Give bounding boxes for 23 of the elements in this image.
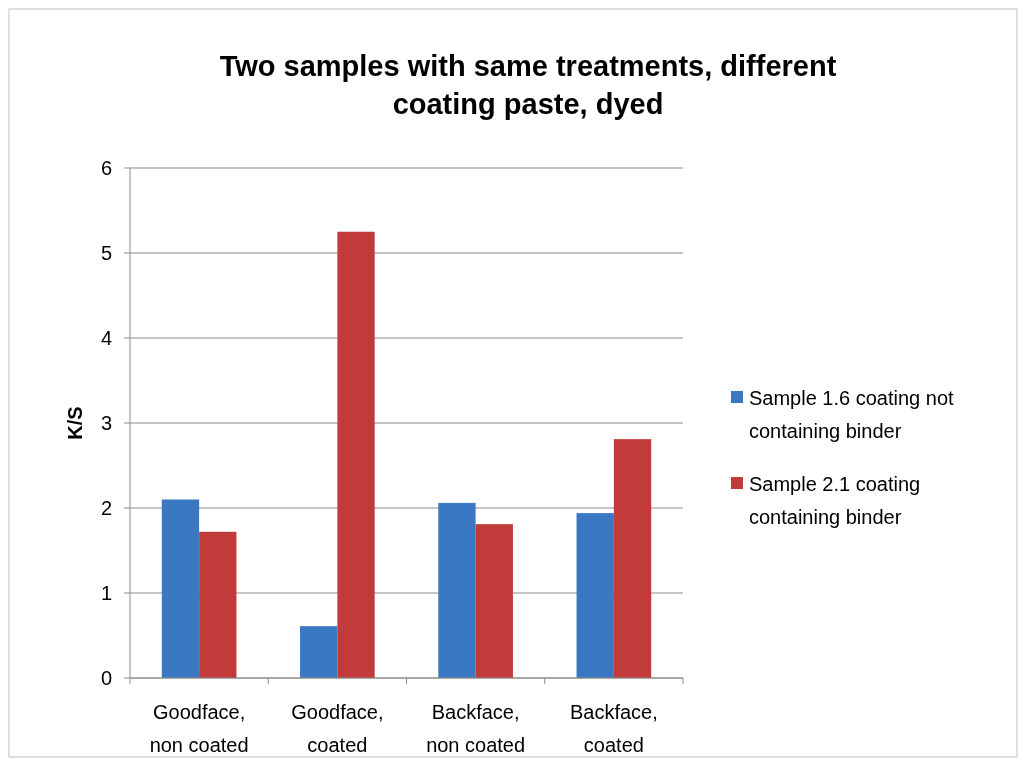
y-tick-label: 1 xyxy=(100,582,112,604)
x-tick-label: Goodface, coated xyxy=(291,701,384,756)
y-tick-label: 4 xyxy=(100,327,112,349)
x-tick-label: Backface, coated xyxy=(569,701,658,756)
x-tick-label: Backface, non coated xyxy=(426,701,526,756)
y-axis-title: K/S xyxy=(64,406,86,440)
y-tick-label: 5 xyxy=(100,242,112,264)
bar xyxy=(475,524,513,678)
y-tick-label: 0 xyxy=(100,667,112,689)
y-tick-label: 2 xyxy=(100,497,112,519)
y-tick-label: 6 xyxy=(100,157,112,179)
bar xyxy=(161,499,200,678)
bar xyxy=(337,231,375,678)
legend-label: Sample 1.6 coating not containing binder xyxy=(749,387,955,442)
legend-label: Sample 2.1 coating containing binder xyxy=(749,473,921,528)
bar xyxy=(576,513,614,678)
bar xyxy=(300,626,338,678)
bar xyxy=(438,502,476,678)
x-tick-label: Goodface, non coated xyxy=(149,701,249,756)
chart-title: Two samples with same treatments, different coating paste, dyed xyxy=(219,50,837,120)
y-tick-label: 3 xyxy=(100,412,112,434)
bar xyxy=(613,439,652,678)
bar xyxy=(199,531,237,678)
